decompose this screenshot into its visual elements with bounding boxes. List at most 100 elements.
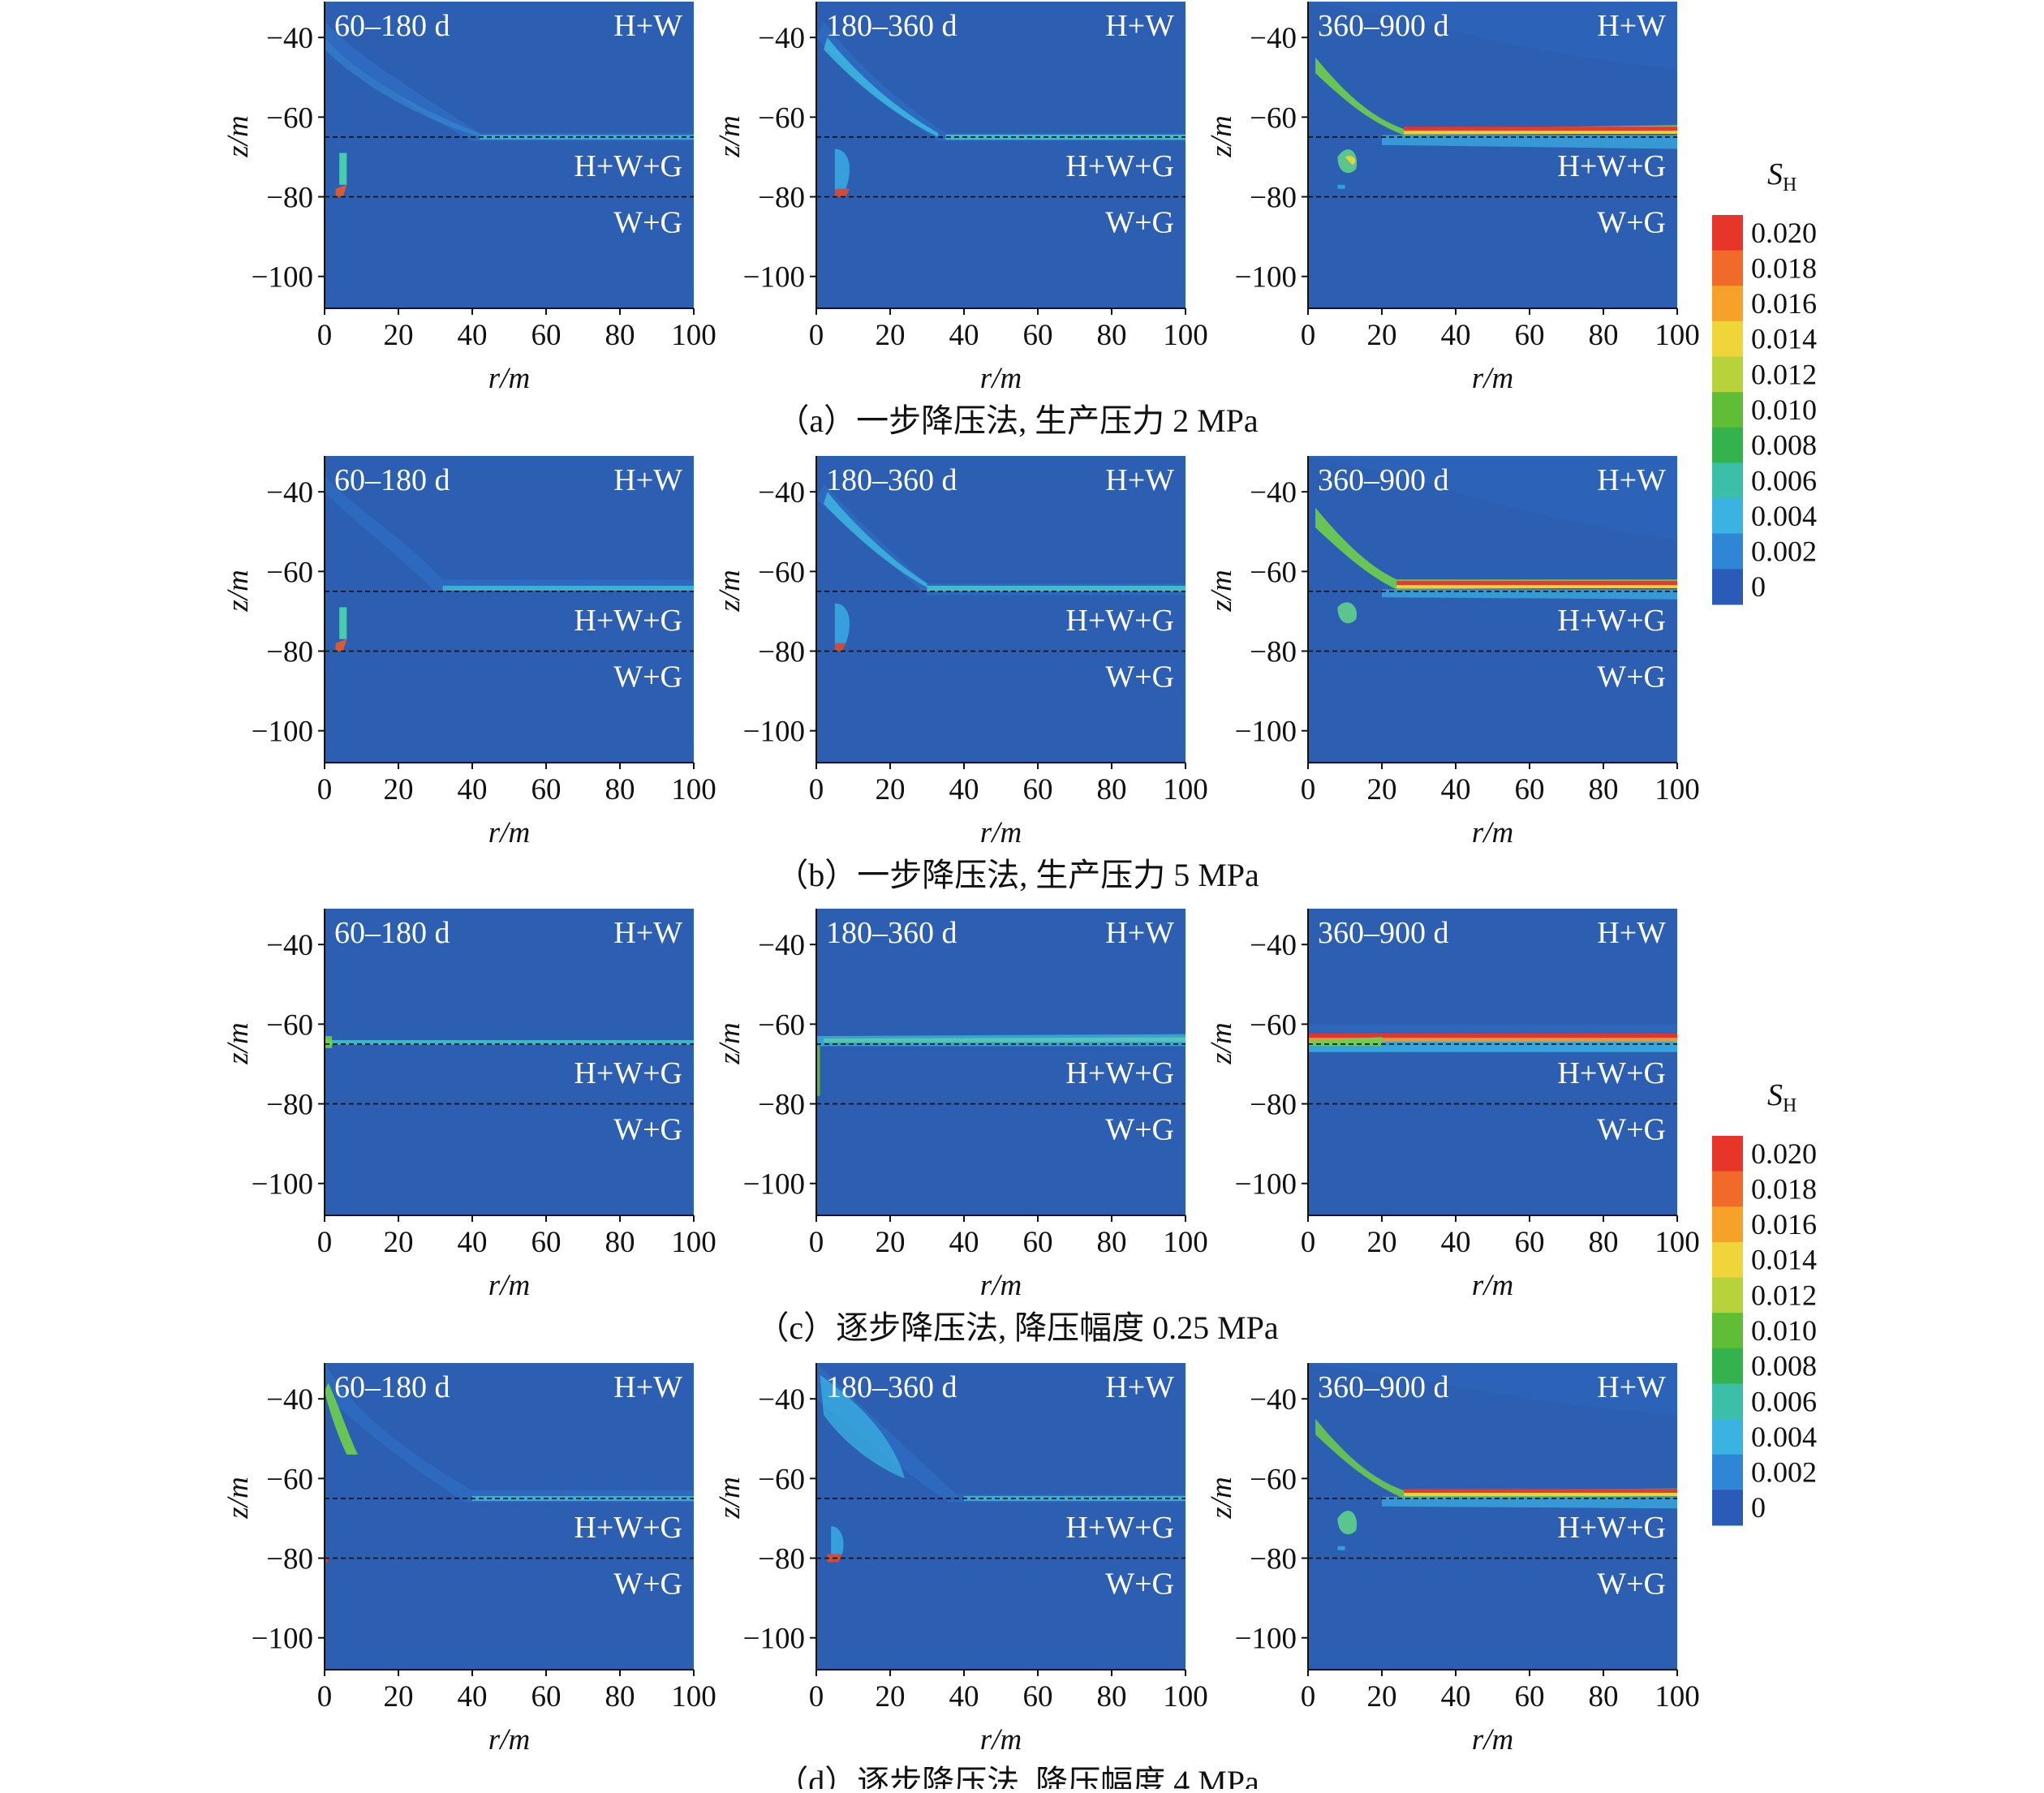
x-tick-label: 100: [1163, 773, 1208, 806]
row-caption-c: （c）逐步降压法, 降压幅度 0.25 MPa: [756, 1309, 1279, 1346]
x-axis-label: r/m: [1472, 1269, 1513, 1302]
y-tick-label: −80: [266, 182, 313, 215]
colorbar-swatch: [1712, 1490, 1743, 1526]
x-tick-label: 40: [949, 319, 979, 352]
panel-d-3: 0 20 40 60 80 100 −40 −60 −80 −100 r/m z/m 360–900 d…: [1205, 1363, 1700, 1756]
y-tick-label: −40: [266, 476, 313, 510]
saturation-contour: [1308, 456, 1677, 540]
x-tick-label: 0: [317, 773, 333, 806]
y-tick-label: −40: [758, 476, 805, 510]
colorbar-tick-label: 0.020: [1751, 1137, 1817, 1170]
y-tick-label: −80: [1250, 182, 1297, 215]
saturation-contour: [816, 484, 1186, 596]
y-tick-label: −40: [758, 929, 805, 962]
zone-label-h-w-g: H+W+G: [1065, 1511, 1174, 1545]
zone-label-w-g: W+G: [1597, 206, 1666, 240]
x-tick-label: 80: [1589, 773, 1619, 806]
colorbar-tick-label: 0.002: [1751, 535, 1817, 568]
saturation-contour: [1382, 135, 1677, 149]
colorbar-tick-label: 0.006: [1751, 464, 1817, 497]
x-tick-label: 80: [605, 319, 635, 352]
saturation-contour: [325, 1382, 358, 1455]
x-tick-label: 40: [458, 319, 488, 352]
saturation-contour: [335, 184, 347, 197]
x-tick-label: 20: [1367, 1226, 1397, 1259]
time-interval-label: 60–180 d: [334, 1370, 450, 1404]
zone-label-w-g: W+G: [1597, 1113, 1666, 1147]
contour-features: [1308, 1024, 1677, 1052]
zone-label-h-w: H+W: [1105, 9, 1174, 43]
colorbar-swatch: [1712, 1277, 1743, 1314]
saturation-contour: [325, 475, 694, 591]
x-axis-label: r/m: [1472, 362, 1513, 395]
y-axis-label: z/m: [1205, 1477, 1238, 1519]
y-axis-label: z/m: [222, 1022, 255, 1064]
saturation-contour: [964, 1496, 1186, 1501]
saturation-contour: [325, 21, 694, 141]
saturation-contour: [816, 1363, 1186, 1503]
y-axis-label: z/m: [222, 1477, 255, 1519]
panel-a-1: 0 20 40 60 80 100 −40 −60 −80 −100 r/m z/m 60–180 d H…: [222, 2, 716, 395]
y-tick-label: −40: [1250, 476, 1297, 510]
y-tick-label: −100: [1235, 1623, 1297, 1656]
saturation-contour: [1308, 2, 1677, 70]
x-tick-label: 0: [809, 773, 824, 806]
x-axis-label: r/m: [980, 1269, 1022, 1302]
colorbar-tick-label: 0.018: [1751, 252, 1817, 284]
panel-background: [816, 909, 1186, 1215]
zone-label-w-g: W+G: [1597, 660, 1666, 694]
panel-background: [816, 2, 1186, 308]
colorbar-swatch: [1712, 1241, 1743, 1279]
x-tick-label: 20: [384, 773, 414, 806]
x-axis-label: r/m: [980, 1723, 1022, 1756]
time-interval-label: 60–180 d: [334, 463, 450, 497]
x-tick-label: 40: [1441, 319, 1471, 352]
x-tick-label: 100: [1655, 773, 1700, 806]
time-interval-label: 360–900 d: [1318, 916, 1449, 950]
x-tick-label: 60: [531, 1680, 562, 1713]
x-tick-label: 60: [1023, 1226, 1053, 1259]
x-tick-label: 60: [1515, 1680, 1545, 1713]
y-tick-label: −100: [252, 1623, 313, 1656]
y-tick-label: −80: [266, 1089, 313, 1122]
y-tick-label: −60: [266, 101, 313, 135]
x-tick-label: 60: [1515, 773, 1545, 806]
y-tick-label: −60: [758, 1463, 805, 1496]
saturation-contour: [339, 607, 347, 639]
panel-a-2: 0 20 40 60 80 100 −40 −60 −80 −100 r/m z/m 180–360 d…: [713, 2, 1208, 395]
colorbar-tick-label: 0.010: [1751, 393, 1817, 426]
saturation-contour: [816, 1046, 820, 1096]
panel-d-1: 0 20 40 60 80 100 −40 −60 −80 −100 r/m z/m 60–180 d H…: [222, 1363, 716, 1756]
saturation-contour: [1404, 1493, 1677, 1496]
x-tick-label: 20: [384, 319, 414, 352]
x-tick-label: 0: [809, 1226, 824, 1259]
zone-label-w-g: W+G: [613, 1567, 682, 1602]
zone-label-h-w: H+W: [1105, 463, 1174, 497]
x-tick-label: 0: [317, 319, 333, 352]
colorbar-tick-label: 0.008: [1751, 1350, 1817, 1382]
y-axis-label: z/m: [1205, 1022, 1238, 1064]
y-tick-label: −80: [758, 182, 805, 215]
zone-label-h-w-g: H+W+G: [1557, 1056, 1666, 1090]
contour-features: [816, 484, 1186, 651]
x-tick-label: 60: [531, 773, 562, 806]
x-tick-label: 80: [605, 1226, 635, 1259]
saturation-contour: [834, 148, 850, 189]
x-tick-label: 0: [317, 1226, 333, 1259]
y-tick-label: −60: [1250, 1008, 1297, 1042]
zone-label-h-w: H+W: [613, 463, 682, 497]
x-axis-label: r/m: [1472, 816, 1513, 849]
saturation-contour: [824, 37, 939, 137]
x-tick-label: 80: [605, 1680, 635, 1713]
x-tick-label: 100: [1163, 1226, 1208, 1259]
y-tick-label: −80: [758, 636, 805, 669]
zone-label-h-w: H+W: [613, 916, 682, 950]
x-tick-label: 40: [1441, 1226, 1471, 1259]
contour-features: [325, 1363, 694, 1563]
saturation-contour: [325, 1036, 333, 1048]
x-tick-label: 0: [1301, 1226, 1316, 1259]
x-tick-label: 80: [1589, 1226, 1619, 1259]
x-tick-label: 60: [1023, 1680, 1053, 1713]
x-tick-label: 20: [876, 1226, 906, 1259]
